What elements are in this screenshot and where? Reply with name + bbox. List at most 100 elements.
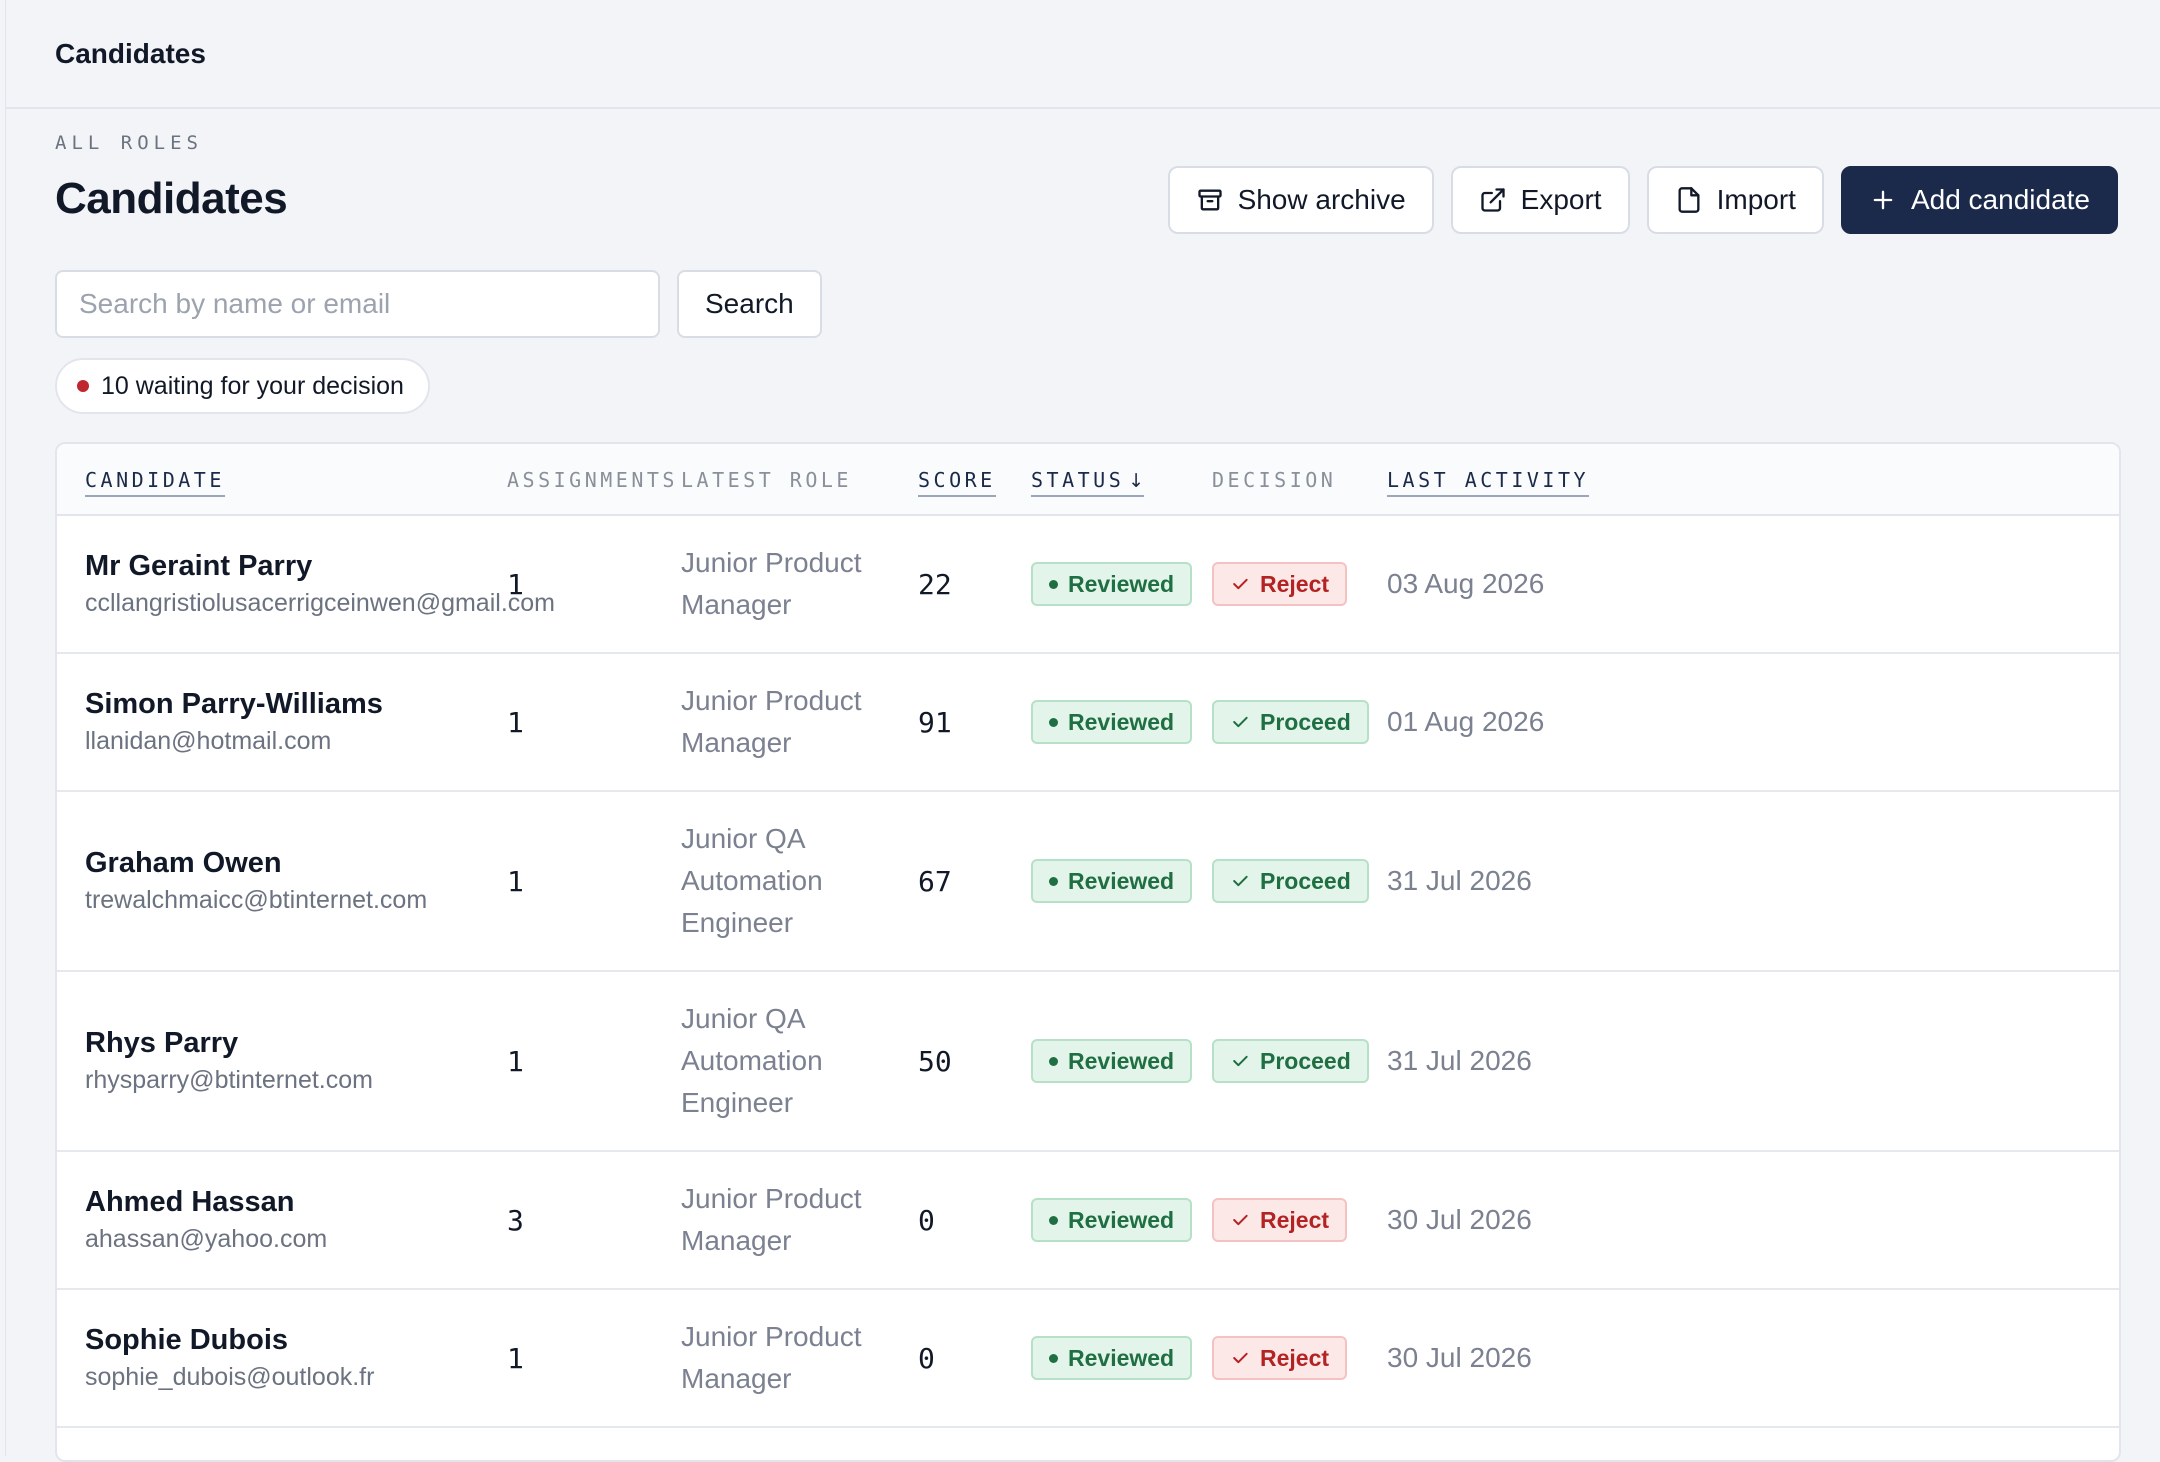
- pending-decisions-filter[interactable]: 10 waiting for your decision: [55, 358, 430, 414]
- assignments-count: 1: [507, 568, 524, 601]
- top-bar-title: Candidates: [55, 38, 206, 70]
- candidate-name[interactable]: Rhys Parry: [85, 1027, 373, 1060]
- assignments-cell: 1: [507, 1290, 524, 1426]
- score-value: 91: [918, 706, 952, 739]
- decision-cell: Reject: [1212, 1152, 1347, 1288]
- status-badge: Reviewed: [1031, 700, 1192, 744]
- sort-down-icon: ↓: [1128, 470, 1144, 492]
- last-activity-date: 31 Jul 2026: [1387, 1045, 1532, 1077]
- breadcrumb[interactable]: ALL ROLES: [55, 132, 203, 154]
- candidate-name[interactable]: Graham Owen: [85, 847, 427, 880]
- show-archive-button[interactable]: Show archive: [1168, 166, 1434, 234]
- pending-decisions-text: 10 waiting for your decision: [101, 372, 404, 401]
- status-dot-icon: [1049, 877, 1058, 886]
- column-header-status[interactable]: STATUS↓: [1031, 468, 1144, 497]
- last-activity-date: 31 Jul 2026: [1387, 865, 1532, 897]
- decision-badge[interactable]: Proceed: [1212, 700, 1369, 744]
- candidate-name[interactable]: Simon Parry-Williams: [85, 688, 383, 721]
- decision-badge[interactable]: Reject: [1212, 1198, 1347, 1242]
- column-header-last-activity[interactable]: LAST ACTIVITY: [1387, 468, 1589, 497]
- decision-label: Proceed: [1260, 709, 1351, 736]
- check-icon: [1230, 871, 1250, 891]
- column-header-score[interactable]: SCORE: [918, 468, 996, 497]
- add-candidate-button[interactable]: Add candidate: [1841, 166, 2118, 234]
- check-icon: [1230, 1051, 1250, 1071]
- last-activity-cell: 31 Jul 2026: [1387, 972, 1532, 1150]
- status-label: Reviewed: [1068, 1207, 1174, 1234]
- status-dot-icon: [1049, 580, 1058, 589]
- import-button[interactable]: Import: [1647, 166, 1824, 234]
- column-header-candidate[interactable]: CANDIDATE: [85, 468, 225, 497]
- status-badge: Reviewed: [1031, 1198, 1192, 1242]
- assignments-cell: 1: [507, 972, 524, 1150]
- status-label: Reviewed: [1068, 868, 1174, 895]
- latest-role-cell: Junior Product Manager: [681, 1290, 901, 1426]
- latest-role: Junior QA Automation Engineer: [681, 818, 901, 944]
- decision-cell: Proceed: [1212, 972, 1369, 1150]
- decision-badge[interactable]: Proceed: [1212, 859, 1369, 903]
- candidates-table: CANDIDATE ASSIGNMENTS LATEST ROLE SCORE …: [55, 442, 2121, 1462]
- decision-cell: Proceed: [1212, 792, 1369, 970]
- candidate-name[interactable]: Sophie Dubois: [85, 1324, 374, 1357]
- add-candidate-label: Add candidate: [1911, 184, 2090, 216]
- last-activity-cell: 30 Jul 2026: [1387, 1290, 1532, 1426]
- search-bar: Search: [55, 270, 822, 338]
- score-cell: 0: [918, 1290, 935, 1426]
- status-badge: Reviewed: [1031, 1039, 1192, 1083]
- candidate-name[interactable]: Mr Geraint Parry: [85, 550, 555, 583]
- latest-role-cell: Junior QA Automation Engineer: [681, 972, 901, 1150]
- app-frame: Candidates ALL ROLES Candidates Show arc…: [5, 0, 2160, 1456]
- external-link-icon: [1479, 186, 1507, 214]
- decision-badge[interactable]: Reject: [1212, 1336, 1347, 1380]
- import-label: Import: [1717, 184, 1796, 216]
- status-label: Reviewed: [1068, 571, 1174, 598]
- decision-badge[interactable]: Proceed: [1212, 1039, 1369, 1083]
- decision-label: Proceed: [1260, 868, 1351, 895]
- page-title: Candidates: [55, 174, 287, 224]
- decision-cell: Proceed: [1212, 654, 1369, 790]
- assignments-count: 1: [507, 706, 524, 739]
- last-activity-date: 30 Jul 2026: [1387, 1342, 1532, 1374]
- export-label: Export: [1521, 184, 1602, 216]
- candidate-email: trewalchmaicc@btinternet.com: [85, 886, 427, 915]
- latest-role-cell: Junior Product Manager: [681, 516, 901, 652]
- status-badge: Reviewed: [1031, 562, 1192, 606]
- pending-dot-icon: [77, 380, 89, 392]
- status-cell: Reviewed: [1031, 1152, 1192, 1288]
- latest-role-cell: Junior Product Manager: [681, 1152, 901, 1288]
- score-value: 50: [918, 1045, 952, 1078]
- latest-role-cell: Junior QA Automation Engineer: [681, 792, 901, 970]
- table-header: CANDIDATE ASSIGNMENTS LATEST ROLE SCORE …: [57, 444, 2119, 516]
- export-button[interactable]: Export: [1451, 166, 1630, 234]
- search-input[interactable]: [55, 270, 660, 338]
- status-badge: Reviewed: [1031, 1336, 1192, 1380]
- latest-role-cell: Junior Product Manager: [681, 654, 901, 790]
- decision-label: Proceed: [1260, 1048, 1351, 1075]
- status-cell: Reviewed: [1031, 654, 1192, 790]
- top-bar: Candidates: [6, 0, 2160, 109]
- candidate-email: ahassan@yahoo.com: [85, 1225, 327, 1254]
- latest-role: Junior Product Manager: [681, 542, 901, 626]
- score-cell: 67: [918, 792, 952, 970]
- last-activity-cell: 03 Aug 2026: [1387, 516, 1544, 652]
- check-icon: [1230, 1210, 1250, 1230]
- candidate-name[interactable]: Ahmed Hassan: [85, 1186, 327, 1219]
- decision-badge[interactable]: Reject: [1212, 562, 1347, 606]
- score-cell: 0: [918, 1152, 935, 1288]
- latest-role: Junior QA Automation Engineer: [681, 998, 901, 1124]
- search-button[interactable]: Search: [677, 270, 822, 338]
- column-header-status-label: STATUS: [1031, 468, 1124, 492]
- status-cell: Reviewed: [1031, 1290, 1192, 1426]
- status-cell: Reviewed: [1031, 972, 1192, 1150]
- plus-icon: [1869, 186, 1897, 214]
